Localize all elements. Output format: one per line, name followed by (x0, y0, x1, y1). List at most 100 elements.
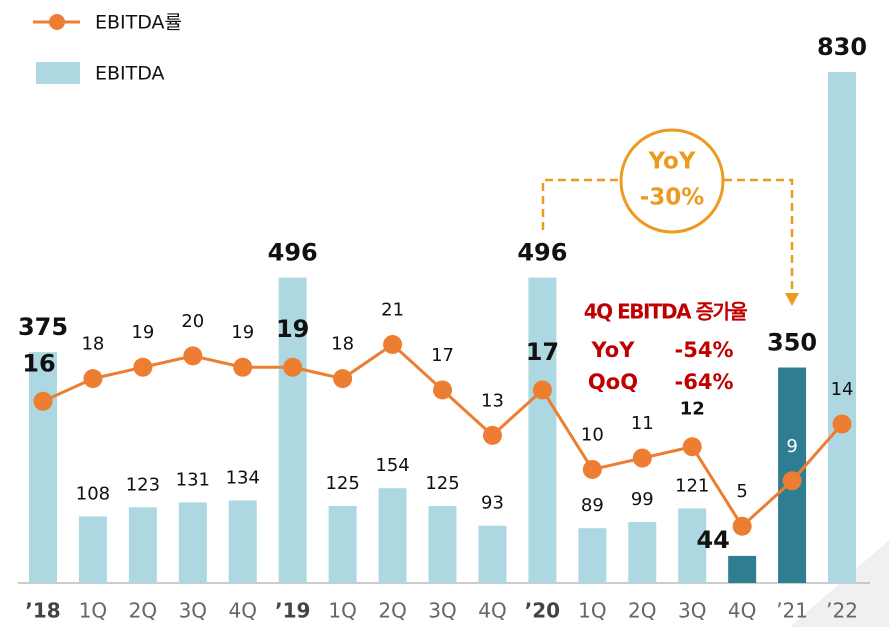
x-tick-label: 2Q (628, 599, 656, 623)
data-label: 10 (581, 424, 604, 445)
bar (628, 522, 657, 583)
data-label: 123 (126, 474, 160, 495)
data-label: 125 (325, 473, 359, 494)
line-marker (582, 459, 602, 479)
x-tick-label: 3Q (179, 599, 207, 623)
data-label: 21 (381, 300, 404, 321)
line-marker (333, 369, 353, 389)
data-label: 19 (131, 322, 154, 343)
data-label: 5 (736, 481, 747, 502)
line-marker (682, 437, 702, 457)
annotation: YoY (591, 338, 636, 362)
data-label: 89 (581, 495, 604, 516)
bar (728, 555, 757, 583)
x-tick-label: ’22 (826, 599, 858, 623)
data-label: 13 (481, 390, 504, 411)
data-label: 375 (18, 313, 68, 341)
bar (428, 506, 457, 583)
x-tick-label: 4Q (728, 599, 756, 623)
x-tick-label: ’19 (275, 599, 310, 623)
x-tick-label: ’21 (776, 599, 808, 623)
annotation: 4Q EBITDA 증가율 (584, 300, 748, 324)
line-marker (233, 357, 253, 377)
data-label: 12 (680, 399, 705, 420)
data-label: 496 (268, 239, 318, 267)
data-label: 19 (276, 315, 309, 343)
data-label: 18 (81, 334, 104, 355)
legend-label: EBITDA률 (95, 12, 182, 34)
line-marker (482, 425, 502, 445)
data-label: 125 (425, 473, 459, 494)
data-label: 11 (631, 413, 654, 434)
data-label: 350 (767, 329, 817, 357)
bar (228, 500, 257, 583)
x-tick-label: 3Q (678, 599, 706, 623)
bar (278, 277, 307, 583)
legend-swatch (36, 62, 80, 84)
data-label: 99 (631, 489, 654, 510)
data-label: 154 (375, 455, 409, 476)
data-label: 18 (331, 334, 354, 355)
bubble-text: -30% (640, 185, 705, 211)
data-label: 830 (817, 33, 867, 61)
line-marker (183, 346, 203, 366)
line-marker (283, 357, 303, 377)
plot (18, 72, 870, 584)
bracket (541, 178, 794, 295)
arrowhead (785, 293, 799, 306)
data-label: 108 (76, 484, 110, 505)
data-label: 20 (181, 311, 204, 332)
bar (29, 352, 57, 583)
bubble (619, 128, 725, 234)
line-marker (433, 380, 453, 400)
x-tick-label: 4Q (229, 599, 257, 623)
data-label: 19 (231, 322, 254, 343)
data-label: 16 (22, 349, 55, 377)
annotation: QoQ (588, 370, 638, 394)
bar (78, 516, 107, 583)
data-label: 9 (786, 436, 797, 457)
x-tick-label: ’20 (525, 599, 560, 623)
data-label: 14 (831, 379, 854, 400)
bar (128, 507, 157, 583)
x-tick-label: 1Q (578, 599, 606, 623)
x-tick-label: 2Q (129, 599, 157, 623)
bar (578, 528, 607, 583)
bar (178, 502, 207, 583)
bar (528, 277, 557, 583)
line-marker (782, 471, 802, 491)
bar (478, 525, 507, 583)
x-tick-label: ’18 (25, 599, 60, 623)
x-tick-label: 1Q (79, 599, 107, 623)
legend-marker (49, 14, 65, 30)
annotation: -64% (675, 370, 734, 394)
line-marker (133, 357, 153, 377)
x-tick-label: 1Q (328, 599, 356, 623)
line-marker (632, 448, 652, 468)
legend-label: EBITDA (95, 63, 165, 85)
x-tick-label: 2Q (378, 599, 406, 623)
data-label: 121 (675, 476, 709, 497)
bar (328, 506, 357, 583)
data-label: 44 (696, 526, 729, 554)
line-marker (832, 414, 852, 434)
line-marker (83, 369, 103, 389)
x-tick-label: 4Q (478, 599, 506, 623)
data-label: 131 (176, 469, 210, 490)
x-tick-label: 3Q (428, 599, 456, 623)
bubble-text: YoY (648, 149, 696, 175)
line-marker (532, 380, 552, 400)
data-label: 496 (517, 239, 567, 267)
data-label: 17 (526, 338, 559, 366)
line-marker (383, 335, 403, 355)
data-label: 17 (431, 345, 454, 366)
data-label: 93 (481, 493, 504, 514)
annotation: -54% (675, 338, 734, 362)
line-marker (33, 391, 53, 411)
bar (828, 72, 857, 583)
line-marker (732, 516, 752, 536)
data-label: 134 (226, 468, 260, 489)
bar (378, 488, 407, 583)
bar (678, 508, 707, 583)
